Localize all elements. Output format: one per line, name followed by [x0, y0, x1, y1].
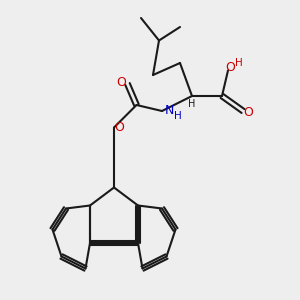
- Text: H: H: [174, 111, 182, 122]
- Text: H: H: [188, 98, 196, 109]
- Text: O: O: [115, 121, 124, 134]
- Text: O: O: [244, 106, 253, 119]
- Text: O: O: [116, 76, 126, 89]
- Text: N: N: [165, 104, 174, 118]
- Text: O: O: [226, 61, 235, 74]
- Text: H: H: [235, 58, 242, 68]
